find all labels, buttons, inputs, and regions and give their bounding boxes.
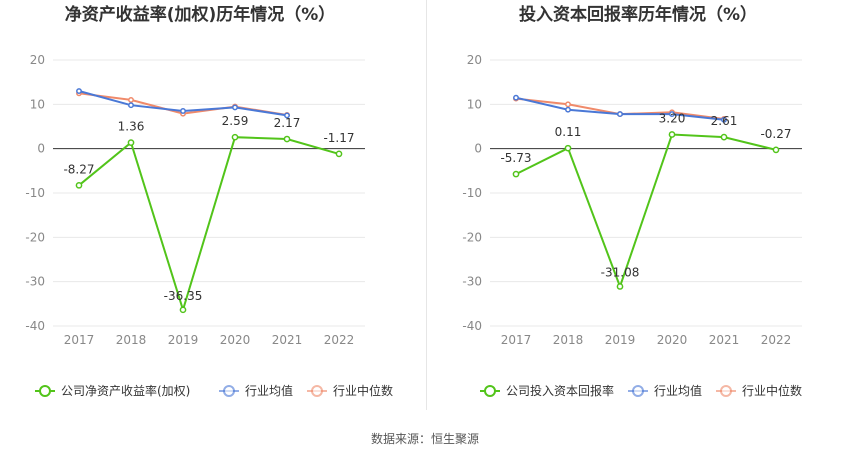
chart-1-series-median-point: [565, 101, 571, 108]
chart-1-y-tick: 10: [467, 97, 482, 111]
chart-0-legend-median-label: 行业中位数: [333, 383, 393, 398]
chart-0-series-avg-point: [284, 112, 290, 119]
chart-1-data-label: 0.11: [555, 125, 582, 139]
chart-0-series-avg-point: [232, 104, 238, 111]
chart-1-x-tick: 2018: [553, 333, 584, 347]
chart-1-x-tick: 2019: [605, 333, 636, 347]
chart-0-series-company-point: [283, 135, 291, 143]
chart-0-data-label: -8.27: [63, 162, 94, 176]
chart-0-x-tick: 2018: [116, 333, 147, 347]
chart-1-y-tick: 20: [467, 53, 482, 67]
data-source: 数据来源：恒生聚源: [370, 432, 479, 446]
chart-0-legend-avg-label: 行业均值: [245, 383, 293, 398]
chart-1-y-tick: -10: [462, 186, 482, 200]
chart-0-x-tick: 2017: [64, 333, 95, 347]
chart-1-legend-company-label: 公司投入资本回报率: [506, 383, 614, 398]
chart-0-series-company-point: [179, 306, 187, 314]
chart-1-data-label: -0.27: [760, 127, 791, 141]
chart-1-data-label: -5.73: [500, 151, 531, 165]
chart-0-data-label: 1.36: [118, 120, 145, 134]
chart-1-series-company-point: [720, 133, 728, 141]
chart-1-series-company-point: [772, 146, 780, 154]
chart-1-series-company-point: [668, 131, 676, 138]
chart-0-legend-company-marker: [39, 385, 51, 397]
chart-1-series-avg-point: [617, 111, 623, 118]
chart-0-x-tick: 2020: [220, 333, 251, 347]
chart-0-x-tick: 2022: [324, 333, 355, 347]
chart-1-legend-median-label: 行业中位数: [742, 383, 802, 398]
chart-1-x-tick: 2021: [709, 333, 740, 347]
chart-1-series-company-point: [512, 170, 520, 178]
chart-1-title: 投入资本回报率历年情况（%）: [519, 4, 757, 25]
chart-0-y-tick: -10: [25, 186, 45, 200]
chart-1-series-avg-point: [669, 111, 675, 118]
chart-0-y-tick: 0: [37, 142, 45, 156]
chart-0-legend-avg-marker: [223, 385, 235, 397]
chart-1-data-label: -31.08: [601, 265, 640, 279]
chart-1-x-tick: 2022: [761, 333, 792, 347]
chart-0-x-tick: 2021: [272, 333, 303, 347]
chart-1-data-label: 2.61: [711, 114, 738, 128]
chart-0-data-label: -1.17: [323, 131, 354, 145]
chart-0-data-label: 2.59: [222, 114, 249, 128]
chart-1-legend-company-marker: [484, 385, 496, 397]
chart-1-series-avg-point: [513, 94, 519, 101]
chart-1-series-company-line: [515, 133, 777, 290]
chart-0-series-avg-point: [128, 102, 134, 109]
chart-0-series-company-point: [75, 181, 83, 189]
chart-1-series-avg-point: [721, 116, 727, 123]
chart-1-legend-median-marker: [720, 385, 732, 397]
chart-0-series-company-point: [335, 150, 343, 158]
chart-0-series-median-point: [128, 96, 134, 103]
chart-0-series-avg-point: [76, 88, 82, 94]
chart-1-data-label: 3.20: [659, 111, 686, 125]
chart-1-y-tick: -40: [462, 319, 482, 333]
chart-0-data-label: 2.17: [274, 116, 301, 130]
chart-1-series-company-point: [564, 144, 572, 152]
chart-0-y-tick: 10: [30, 97, 45, 111]
chart-1-x-tick: 2017: [501, 333, 532, 347]
chart-1-y-tick: 0: [474, 142, 482, 156]
chart-0-y-tick: 20: [30, 53, 45, 67]
chart-0-y-tick: -40: [25, 319, 45, 333]
chart-1-series-avg-point: [565, 106, 571, 113]
chart-0-legend-company-label: 公司净资产收益率(加权): [61, 383, 190, 398]
chart-0-series-company-point: [127, 139, 135, 146]
chart-0-y-tick: -30: [25, 275, 45, 289]
chart-1-x-tick: 2020: [657, 333, 688, 347]
chart-0-title: 净资产收益率(加权)历年情况（%）: [65, 4, 336, 25]
chart-1-legend-avg-label: 行业均值: [654, 383, 702, 398]
chart-1-series-company-point: [616, 283, 624, 290]
chart-0-series-avg-point: [180, 108, 186, 114]
chart-1-y-tick: -20: [462, 230, 482, 244]
chart-0-series-company-point: [231, 133, 239, 141]
chart-0-y-tick: -20: [25, 230, 45, 244]
chart-0-data-label: -36.35: [164, 289, 203, 303]
chart-1-legend-avg-marker: [632, 385, 644, 397]
chart-0-series-company-line: [78, 136, 340, 314]
chart-0-legend-median-marker: [311, 385, 323, 397]
chart-divider: [426, 0, 427, 410]
chart-1-y-tick: -30: [462, 275, 482, 289]
chart-0-x-tick: 2019: [168, 333, 199, 347]
